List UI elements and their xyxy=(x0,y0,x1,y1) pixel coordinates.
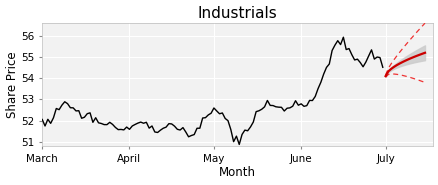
Y-axis label: Share Price: Share Price xyxy=(6,51,18,118)
Title: Industrials: Industrials xyxy=(198,6,277,21)
X-axis label: Month: Month xyxy=(219,166,256,179)
